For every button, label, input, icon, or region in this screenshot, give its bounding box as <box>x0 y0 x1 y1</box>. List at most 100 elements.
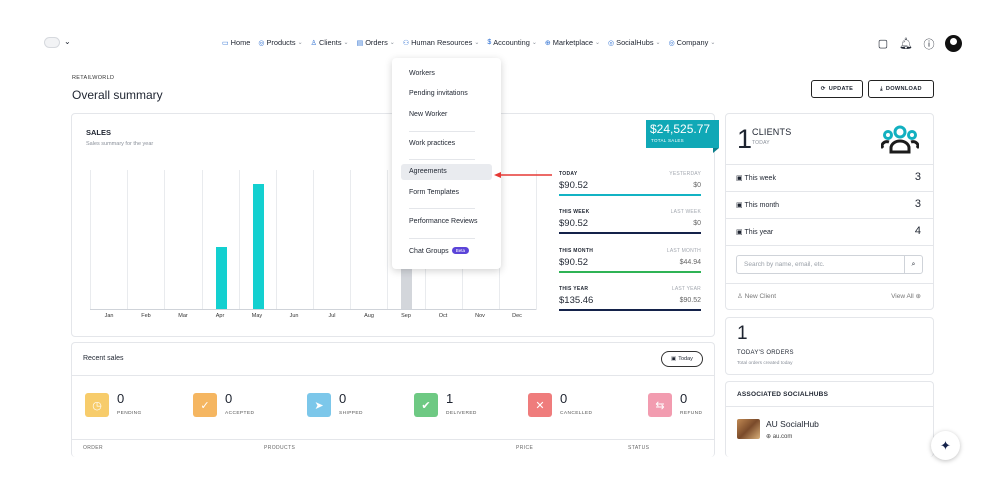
status-label: SHIPPED <box>339 411 363 416</box>
status-count: 0 <box>680 391 688 406</box>
calendar-icon: ▣ <box>736 202 745 209</box>
chart-gridline <box>202 170 203 310</box>
stat-subvalue: $0 <box>693 182 701 189</box>
client-search-input[interactable]: Search by name, email, etc. <box>744 261 825 268</box>
page-title: Overall summary <box>72 88 163 102</box>
chart-month-label: Aug <box>364 313 374 319</box>
nav-item-socialhubs[interactable]: ◎ SocialHubs ⌄ <box>608 38 661 47</box>
chart-bar-may[interactable] <box>253 184 264 309</box>
user-avatar[interactable] <box>945 35 962 52</box>
chart-month-label: Jan <box>104 313 114 319</box>
stat-value: $90.52 <box>559 218 589 229</box>
divider <box>726 283 933 284</box>
associated-socialhubs-card: ASSOCIATED SOCIALHUBS AU SocialHub ⊕ au.… <box>725 381 934 457</box>
nav-item-clients[interactable]: ♙ Clients ⌄ <box>311 38 349 47</box>
update-label: UPDATE <box>828 86 854 92</box>
notes-icon[interactable]: ▢ <box>877 38 889 50</box>
human-resources-dropdown-menu: Workers Pending invitations New Worker Work… <box>392 58 501 269</box>
column-header-price[interactable]: PRICE <box>516 445 534 451</box>
add-user-icon: ♙ <box>737 293 743 300</box>
menu-item-label: Chat Groups <box>409 248 449 255</box>
nav-item-company[interactable]: ◎ Company ⌄ <box>669 38 716 47</box>
socialhub-name[interactable]: AU SocialHub <box>766 419 819 429</box>
view-all-clients-link[interactable]: View All ⊕ <box>891 292 921 300</box>
menu-item-pending-invitations[interactable]: Pending invitations <box>409 90 468 97</box>
menu-item-label: Form Templates <box>409 189 460 196</box>
menu-item-work-practices[interactable]: Work practices <box>409 140 455 147</box>
todays-orders-card: 1 TODAY'S ORDERS Total orders created to… <box>725 317 934 375</box>
chevron-down-icon: ⌄ <box>595 40 601 46</box>
column-header-order[interactable]: ORDER <box>83 445 104 451</box>
nav-item-marketplace[interactable]: ⊕ Marketplace ⌄ <box>545 38 600 47</box>
column-header-products[interactable]: PRODUCTS <box>264 445 296 451</box>
stat-subvalue: $0 <box>693 220 701 227</box>
chart-bar-apr[interactable] <box>216 247 227 309</box>
chevron-down-icon: ⌄ <box>343 40 349 46</box>
stat-underline <box>559 194 701 196</box>
stat-label: THIS MONTH <box>559 248 594 254</box>
socialhub-thumbnail[interactable] <box>737 419 760 439</box>
help-icon[interactable]: ⓘ <box>923 38 935 51</box>
recent-sales-title: Recent sales <box>83 355 124 362</box>
divider <box>726 245 933 246</box>
chart-gridline <box>350 170 351 310</box>
menu-item-chat-groups[interactable]: Chat Groups Beta <box>409 247 469 255</box>
nav-item-products[interactable]: ◎ Products ⌄ <box>258 38 302 47</box>
new-client-link[interactable]: ♙ New Client <box>737 292 776 300</box>
today-filter-button[interactable]: ▣ Today <box>661 351 703 367</box>
chevron-down-icon: ⌄ <box>389 40 395 46</box>
ai-assistant-sparkle-icon[interactable]: ✦ <box>931 431 960 460</box>
menu-item-new-worker[interactable]: New Worker <box>409 111 447 118</box>
clients-row-label-text: This week <box>744 175 776 182</box>
clients-row-this-month[interactable]: ▣ This month 3 <box>726 191 933 218</box>
chart-bar-sep[interactable] <box>401 243 412 309</box>
status-label: CANCELLED <box>560 411 593 416</box>
menu-item-performance-reviews[interactable]: Performance Reviews <box>409 218 477 225</box>
socialhubs-title: ASSOCIATED SOCIALHUBS <box>737 391 829 398</box>
socialhub-url-text: au.com <box>772 434 793 440</box>
nav-item-human-resources[interactable]: ⚇ Human Resources ⌄ <box>403 38 480 47</box>
chart-gridline <box>387 170 388 310</box>
nav-item-orders[interactable]: ▤ Orders ⌄ <box>357 38 395 47</box>
column-header-status[interactable]: STATUS <box>628 445 650 451</box>
clients-card: 1 CLIENTS TODAY ▣ This week 3 ▣ This month… <box>725 113 934 310</box>
arrow-right-circle-icon: ⊕ <box>915 293 921 300</box>
stat-value: $90.52 <box>559 257 589 268</box>
nav-item-home[interactable]: ▭ Home <box>222 38 250 47</box>
company-logo[interactable] <box>44 37 60 48</box>
view-all-label: View All <box>891 293 914 300</box>
chart-baseline <box>90 309 536 310</box>
menu-item-agreements[interactable]: Agreements <box>401 164 492 180</box>
chart-month-label: Oct <box>438 313 448 319</box>
clients-row-value: 3 <box>914 171 921 183</box>
chart-month-label: Mar <box>178 313 188 319</box>
chevron-down-icon: ⌄ <box>297 40 303 46</box>
clients-row-value: 4 <box>914 225 921 237</box>
download-button[interactable]: ⤓ DOWNLOAD <box>868 80 934 98</box>
socialhub-url[interactable]: ⊕ au.com <box>766 433 792 440</box>
update-button[interactable]: ⟳ UPDATE <box>811 80 863 98</box>
share-icon: ◎ <box>608 39 615 47</box>
menu-item-workers[interactable]: Workers <box>409 70 435 77</box>
search-icon[interactable]: ⌕ <box>904 256 922 273</box>
users-group-icon <box>881 125 919 154</box>
menu-item-form-templates[interactable]: Form Templates <box>409 189 459 196</box>
menu-item-label: Performance Reviews <box>409 218 478 225</box>
company-switcher-chevron-icon[interactable]: ⌄ <box>64 37 71 46</box>
clients-row-this-year[interactable]: ▣ This year 4 <box>726 218 933 245</box>
clients-row-this-week[interactable]: ▣ This week 3 <box>726 164 933 191</box>
clients-label: CLIENTS <box>752 127 792 137</box>
nav-item-accounting[interactable]: $ Accounting ⌄ <box>487 38 537 47</box>
clients-sublabel: TODAY <box>752 140 770 146</box>
nav-item-label: Home <box>230 38 251 47</box>
calendar-icon: ▣ <box>736 175 745 182</box>
chart-month-label: Jun <box>289 313 299 319</box>
chevron-down-icon: ⌄ <box>531 40 537 46</box>
chart-gridline <box>239 170 240 310</box>
bell-icon[interactable]: 🔔︎ <box>899 38 913 50</box>
stat-sublabel: LAST MONTH <box>666 248 701 254</box>
sales-subtitle: Sales summary for the year <box>86 141 154 147</box>
calendar-icon: ▣ <box>671 356 677 362</box>
users-icon: ♙ <box>310 39 317 47</box>
client-search[interactable]: Search by name, email, etc. ⌕ <box>736 255 923 274</box>
